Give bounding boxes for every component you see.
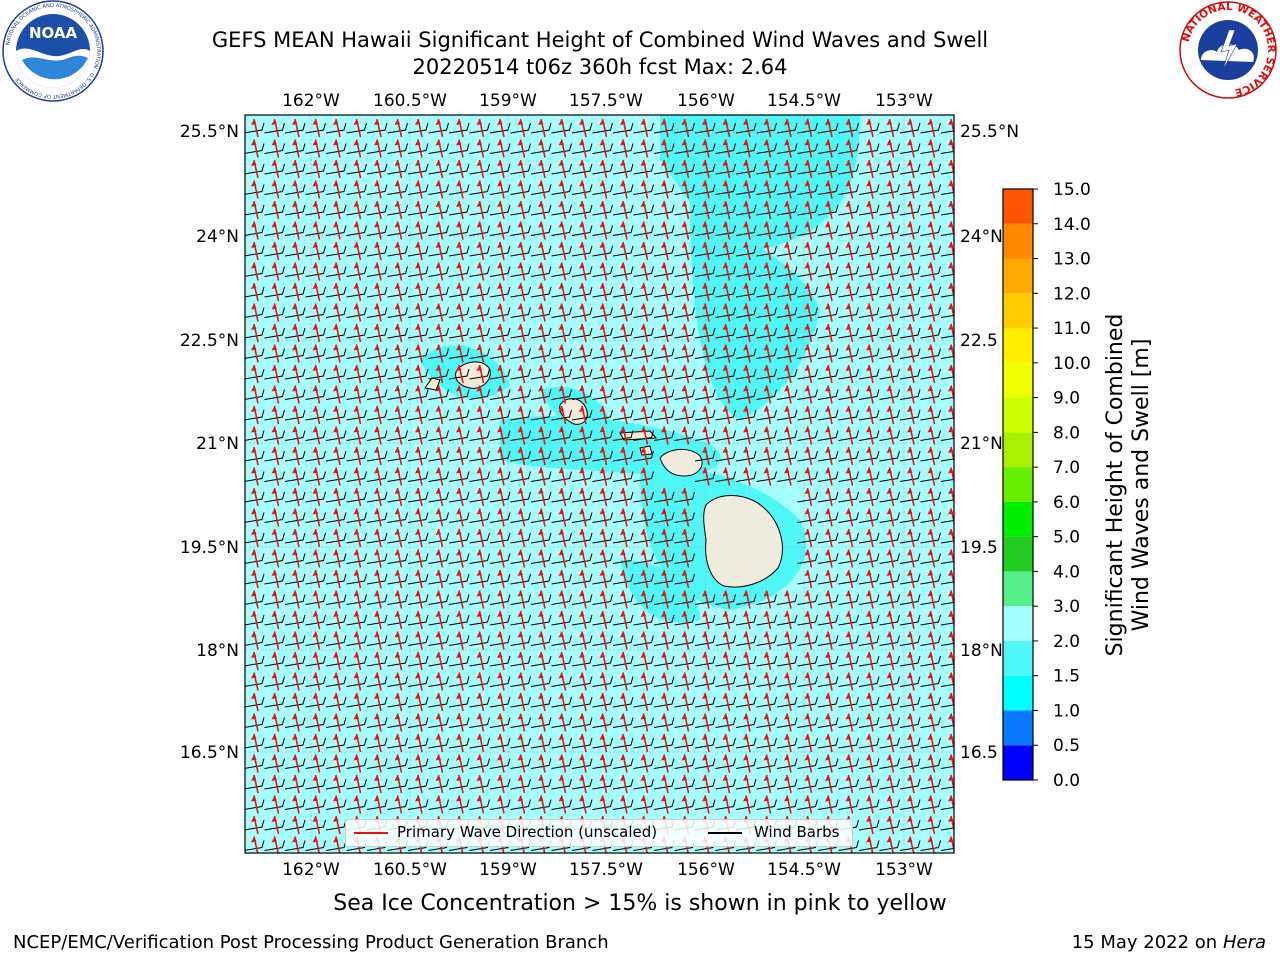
barb-legend-line — [708, 832, 742, 834]
lat-label-left: 19.5°N — [180, 538, 239, 558]
lon-label-top: 162°W — [282, 91, 340, 111]
colorbar-swatch — [1003, 467, 1033, 502]
ocean-background — [245, 115, 954, 853]
colorbar-swatch — [1003, 328, 1033, 363]
lat-label-right: 18°N — [960, 641, 1003, 661]
colorbar-tick-label: 10.0 — [1053, 354, 1091, 374]
credit-text: NCEP/EMC/Verification Post Processing Pr… — [13, 932, 609, 953]
colorbar-swatch — [1003, 640, 1033, 676]
lat-label-left: 25.5°N — [180, 122, 239, 142]
island-hawaii — [703, 494, 783, 588]
colorbar-tick-label: 1.5 — [1053, 667, 1080, 687]
wave-legend-line — [354, 832, 388, 834]
colorbar-swatch — [1003, 675, 1033, 711]
island-kauai — [455, 361, 491, 389]
colorbar-swatch — [1003, 501, 1033, 537]
map-area — [245, 115, 954, 853]
sea-ice-note: Sea Ice Concentration > 15% is shown in … — [333, 891, 947, 916]
date-text: 15 May 2022 on — [1071, 932, 1218, 953]
wave-arrows-and-wind-barbs — [245, 118, 954, 853]
colorbar-tick-label: 11.0 — [1053, 319, 1091, 339]
colorbar-swatch — [1003, 536, 1033, 572]
colorbar-tick-label: 12.0 — [1053, 284, 1091, 304]
island-maui — [659, 449, 703, 477]
colorbar-title-line2: Wind Waves and Swell [m] — [1129, 338, 1154, 632]
map-frame — [244, 114, 955, 854]
lat-label-left: 24°N — [196, 227, 239, 247]
barb-legend-label: Wind Barbs — [754, 823, 840, 841]
colorbar-tick-label: 6.0 — [1053, 493, 1080, 513]
colorbar-swatch — [1003, 362, 1033, 398]
lon-label-bottom: 162°W — [282, 860, 340, 880]
colorbar-swatch — [1003, 293, 1033, 329]
nws-logo: NATIONAL WEATHER SERVICE — [1179, 1, 1277, 99]
hawaiian-islands — [424, 361, 783, 588]
colorbar: 0.0 0.5 1.0 1.5 2.0 3.0 4.0 5.0 6.0 7.0 8.0 9.0 10.0… — [1002, 180, 1091, 791]
colorbar-swatch — [1003, 571, 1033, 607]
colorbar-title-line1: Significant Height of Combined — [1103, 313, 1128, 657]
lat-label-right: 22.5 — [960, 331, 998, 351]
colorbar-tick-label: 7.0 — [1053, 458, 1080, 478]
lat-label-right: 25.5°N — [960, 122, 1019, 142]
colorbar-tick-label: 5.0 — [1053, 528, 1080, 548]
colorbar-swatch — [1003, 258, 1033, 294]
longitude-labels: 162°W 162°W 160.5°W 160.5°W 159°W 159°W 157.5°… — [282, 91, 933, 880]
colorbar-swatch — [1003, 189, 1033, 224]
lat-label-right: 19.5 — [960, 538, 998, 558]
chart-subtitle: 20220514 t06z 360h fcst Max: 2.64 — [412, 55, 788, 79]
lon-label-top: 160.5°W — [373, 91, 447, 111]
host-text: Hera — [1222, 932, 1266, 953]
lat-label-right: 24°N — [960, 227, 1003, 247]
colorbar-tick-label: 14.0 — [1053, 215, 1091, 235]
wave-legend-label: Primary Wave Direction (unscaled) — [397, 823, 658, 841]
latitude-labels: 25.5°N 24°N 22.5°N 21°N 19.5°N 18°N 16.5°N 25.5… — [180, 122, 1019, 763]
colorbar-tick-label: 4.0 — [1053, 562, 1080, 582]
lon-label-bottom: 160.5°W — [373, 860, 447, 880]
date-stamp: 15 May 2022 on Hera — [1072, 932, 1266, 953]
colorbar-swatch — [1003, 223, 1033, 259]
lon-label-top: 154.5°W — [767, 91, 841, 111]
colorbar-tick-label: 15.0 — [1053, 180, 1091, 200]
lon-label-top: 153°W — [875, 91, 933, 111]
colorbar-tick-label: 13.0 — [1053, 250, 1091, 270]
lat-label-left: 16.5°N — [180, 743, 239, 763]
colorbar-swatch — [1003, 397, 1033, 433]
lon-label-bottom: 154.5°W — [767, 860, 841, 880]
colorbar-tick-label: 9.0 — [1053, 389, 1080, 409]
lon-label-top: 156°W — [677, 91, 735, 111]
colorbar-tick-label: 2.0 — [1053, 632, 1080, 652]
colorbar-swatch — [1003, 745, 1033, 780]
lat-label-left: 22.5°N — [180, 331, 239, 351]
lon-label-bottom: 156°W — [677, 860, 735, 880]
lon-label-bottom: 153°W — [875, 860, 933, 880]
colorbar-tick-label: 0.5 — [1053, 736, 1080, 756]
noaa-text: NOAA — [29, 24, 78, 42]
lon-label-bottom: 159°W — [479, 860, 537, 880]
lat-label-left: 21°N — [196, 434, 239, 454]
chart-title: GEFS MEAN Hawaii Significant Height of C… — [211, 28, 989, 52]
colorbar-swatch — [1003, 432, 1033, 468]
lon-label-top: 157.5°W — [569, 91, 643, 111]
lon-label-bottom: 157.5°W — [569, 860, 643, 880]
colorbar-swatch — [1003, 606, 1033, 641]
colorbar-tick-label: 8.0 — [1053, 423, 1080, 443]
island-niihau — [424, 377, 441, 391]
colorbar-tick-label: 0.0 — [1053, 771, 1080, 791]
lat-label-right: 16.5 — [960, 743, 998, 763]
noaa-logo: NOAA NATIONAL OCEANIC AND ATMOSPHERIC AD… — [2, 0, 104, 102]
lat-label-left: 18°N — [196, 641, 239, 661]
lat-label-right: 21°N — [960, 434, 1003, 454]
colorbar-swatch — [1003, 710, 1033, 746]
colorbar-tick-label: 1.0 — [1053, 701, 1080, 721]
colorbar-tick-label: 3.0 — [1053, 597, 1080, 617]
map-legend: Primary Wave Direction (unscaled) Wind B… — [345, 819, 853, 847]
lon-label-top: 159°W — [479, 91, 537, 111]
